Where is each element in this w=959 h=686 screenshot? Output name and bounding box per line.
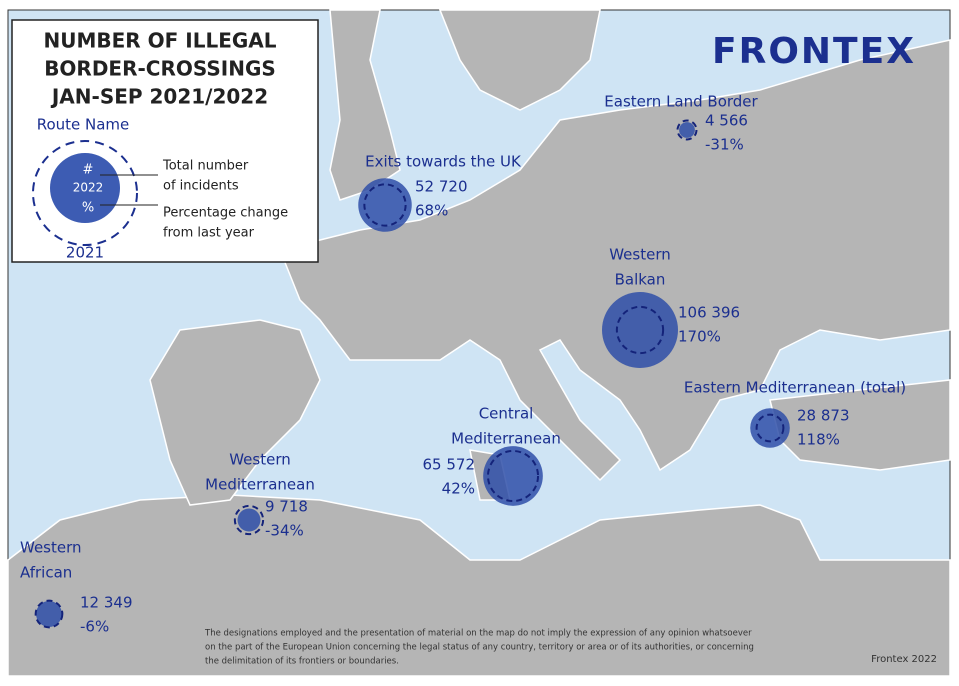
route-change: -31% xyxy=(705,136,744,154)
legend-total: Total number xyxy=(162,159,249,174)
route-total: 52 720 xyxy=(415,178,468,196)
route-circle-2021 xyxy=(676,119,698,141)
route-circle-2021 xyxy=(755,413,785,443)
route-circle-2022 xyxy=(679,122,695,138)
route-circle-2021 xyxy=(486,449,540,503)
legend-box xyxy=(11,19,319,263)
legend-year-old: 2021 xyxy=(66,244,104,262)
disclaimer: on the part of the European Union concer… xyxy=(205,643,754,653)
route-total: 4 566 xyxy=(705,112,748,130)
route-change: -6% xyxy=(80,618,109,636)
route-circle-2021 xyxy=(615,305,665,355)
route-circle-2022 xyxy=(483,446,543,506)
disclaimer: The designations employed and the presen… xyxy=(204,629,752,639)
disclaimer: the delimitation of its frontiers or bou… xyxy=(205,657,399,667)
route-total: 28 873 xyxy=(797,407,850,425)
route-circle-2021 xyxy=(363,183,407,227)
legend-total: of incidents xyxy=(163,179,239,194)
legend: NUMBER OF ILLEGAL BORDER-CROSSINGS JAN-S… xyxy=(32,29,288,262)
route-circle-2022 xyxy=(36,601,62,627)
route-change: 68% xyxy=(415,202,448,220)
route-name: Mediterranean xyxy=(205,476,315,494)
route-change: -34% xyxy=(265,522,304,540)
route-name: Mediterranean xyxy=(451,430,561,448)
route-total: 9 718 xyxy=(265,498,308,516)
route-name: Central xyxy=(479,405,534,423)
route-name: Eastern Land Border xyxy=(604,93,758,111)
legend-percent: % xyxy=(82,201,94,216)
route-circle-2021 xyxy=(233,504,265,536)
route-total: 12 349 xyxy=(80,594,133,612)
route-circle-2022 xyxy=(358,178,412,232)
route-name: African xyxy=(20,564,72,582)
legend-change: from last year xyxy=(163,226,255,241)
route-name: Western xyxy=(229,451,291,469)
legend-change: Percentage change xyxy=(163,206,288,221)
route-change: 118% xyxy=(797,431,840,449)
route-name: Western xyxy=(609,246,671,264)
legend-title: JAN-SEP 2021/2022 xyxy=(50,85,268,109)
legend-title: BORDER-CROSSINGS xyxy=(44,57,276,81)
route-total: 65 572 xyxy=(423,456,476,474)
route-circle-2022 xyxy=(237,508,261,532)
route-name: Western xyxy=(20,539,82,557)
legend-title: NUMBER OF ILLEGAL xyxy=(43,29,276,53)
credit: Frontex 2022 xyxy=(871,654,937,665)
logo: FRONTEX xyxy=(712,31,916,72)
route-change: 170% xyxy=(678,328,721,346)
route-total: 106 396 xyxy=(678,304,740,322)
route-change: 42% xyxy=(442,480,475,498)
route-name: Eastern Mediterranean (total) xyxy=(684,379,906,397)
legend-circle-2021 xyxy=(32,140,138,246)
route-circle-2022 xyxy=(602,292,678,368)
route-name: Balkan xyxy=(615,271,666,289)
legend-year-new: 2022 xyxy=(73,181,104,195)
legend-hash: # xyxy=(83,163,94,178)
land xyxy=(7,9,951,677)
route-name: Exits towards the UK xyxy=(365,153,522,171)
legend-route-name: Route Name xyxy=(37,116,130,134)
route-circle-2021 xyxy=(34,599,64,629)
